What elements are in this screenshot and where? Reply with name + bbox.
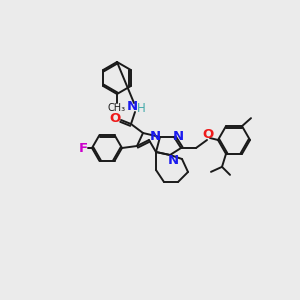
Text: F: F	[78, 142, 88, 154]
Text: N: N	[167, 154, 178, 166]
Text: N: N	[126, 100, 138, 113]
Text: N: N	[172, 130, 184, 142]
Text: CH₃: CH₃	[108, 103, 126, 113]
Text: O: O	[110, 112, 121, 125]
Text: O: O	[202, 128, 214, 142]
Text: N: N	[149, 130, 161, 142]
Text: H: H	[136, 101, 146, 115]
